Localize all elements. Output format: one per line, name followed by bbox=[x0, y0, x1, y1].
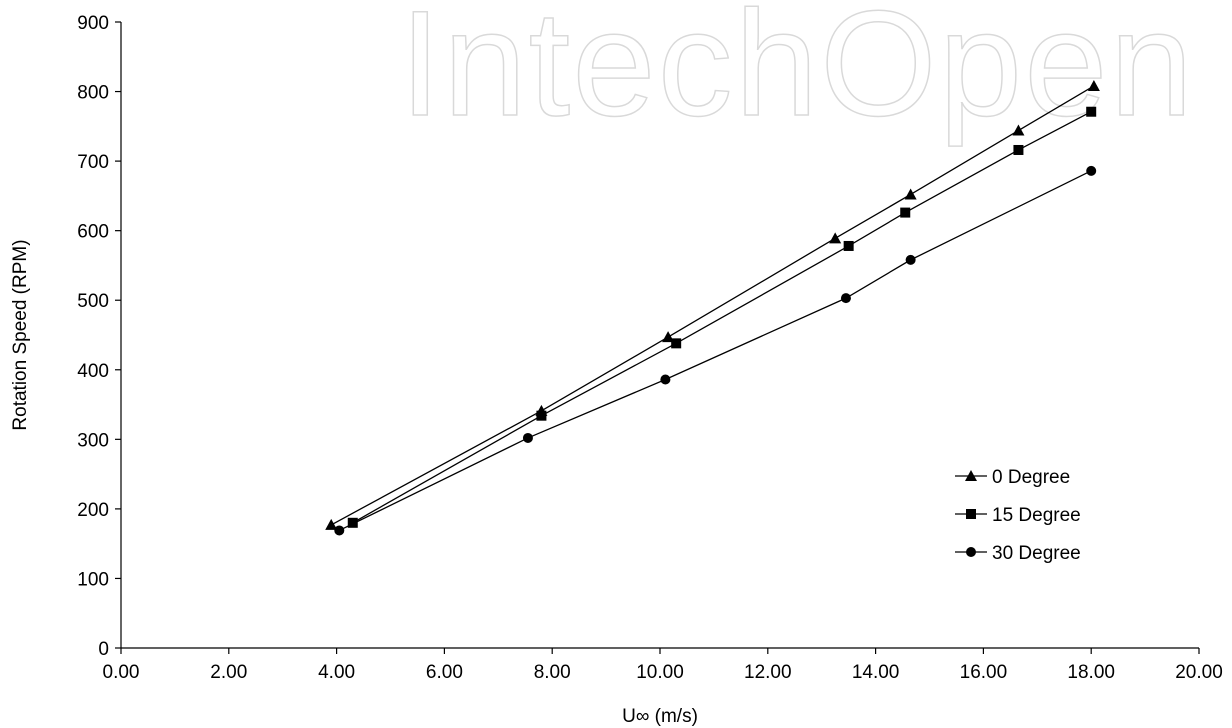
y-tick-label: 300 bbox=[77, 430, 109, 451]
data-point-triangle bbox=[1087, 79, 1100, 91]
legend: 0 Degree 15 Degree 30 Degree bbox=[955, 467, 1081, 564]
x-tick-label: 8.00 bbox=[534, 662, 571, 683]
legend-label: 30 Degree bbox=[992, 543, 1081, 564]
x-tick-label: 14.00 bbox=[852, 662, 900, 683]
x-tick-label: 4.00 bbox=[318, 662, 355, 683]
data-point-circle bbox=[660, 374, 671, 385]
x-tick-label: 20.00 bbox=[1175, 662, 1223, 683]
legend-item: 0 Degree bbox=[955, 467, 1070, 488]
legend-marker-square bbox=[966, 509, 976, 519]
data-point-square bbox=[900, 207, 911, 218]
axes: 0 100 200 300 400 500 600 700 800 900 0.00 2.00 4.00… bbox=[77, 13, 1222, 683]
x-tick-label: 18.00 bbox=[1067, 662, 1115, 683]
y-tick-label: 800 bbox=[77, 83, 109, 104]
data-point-square bbox=[536, 410, 547, 421]
series-triangle bbox=[325, 79, 1100, 530]
y-tick-label: 500 bbox=[77, 291, 109, 312]
legend-label: 15 Degree bbox=[992, 505, 1081, 526]
legend-marker-circle bbox=[966, 547, 976, 557]
y-tick-label: 400 bbox=[77, 361, 109, 382]
data-point-square bbox=[1086, 106, 1097, 117]
legend-item: 30 Degree bbox=[955, 543, 1081, 564]
series-line bbox=[330, 85, 1095, 526]
x-tick-label: 2.00 bbox=[210, 662, 247, 683]
y-tick-label: 700 bbox=[77, 152, 109, 173]
legend-label: 0 Degree bbox=[992, 467, 1070, 488]
x-tick-label: 0.00 bbox=[103, 662, 140, 683]
y-tick-label: 0 bbox=[98, 639, 109, 660]
series-circle bbox=[334, 165, 1097, 536]
data-point-square bbox=[671, 338, 682, 349]
legend-marker-triangle bbox=[965, 470, 977, 481]
x-tick-label: 16.00 bbox=[960, 662, 1008, 683]
data-point-triangle bbox=[1012, 124, 1025, 136]
data-point-triangle bbox=[662, 331, 675, 343]
data-point-square bbox=[1013, 144, 1024, 155]
data-point-circle bbox=[905, 254, 916, 265]
y-tick-label: 100 bbox=[77, 569, 109, 590]
data-point-triangle bbox=[829, 232, 842, 244]
legend-item: 15 Degree bbox=[955, 505, 1081, 526]
data-point-square bbox=[843, 240, 854, 251]
series-layer bbox=[325, 79, 1100, 536]
series-line bbox=[352, 111, 1092, 524]
data-point-triangle bbox=[325, 518, 338, 530]
data-point-circle bbox=[1086, 165, 1097, 176]
x-tick-label: 6.00 bbox=[426, 662, 463, 683]
watermark-logo: IntechOpen bbox=[399, 0, 1195, 147]
data-point-circle bbox=[522, 432, 533, 443]
x-axis-title: U∞ (m/s) bbox=[622, 706, 698, 727]
data-point-circle bbox=[840, 293, 851, 304]
y-tick-label: 200 bbox=[77, 500, 109, 521]
data-point-triangle bbox=[904, 188, 917, 200]
y-axis-title: Rotation Speed (RPM) bbox=[10, 239, 31, 430]
data-point-square bbox=[347, 517, 358, 528]
y-tick-label: 600 bbox=[77, 222, 109, 243]
data-point-circle bbox=[334, 525, 345, 536]
y-tick-label: 900 bbox=[77, 13, 109, 34]
x-tick-label: 12.00 bbox=[744, 662, 792, 683]
series-square bbox=[347, 106, 1097, 528]
series-line bbox=[339, 170, 1092, 532]
x-tick-label: 10.00 bbox=[636, 662, 684, 683]
